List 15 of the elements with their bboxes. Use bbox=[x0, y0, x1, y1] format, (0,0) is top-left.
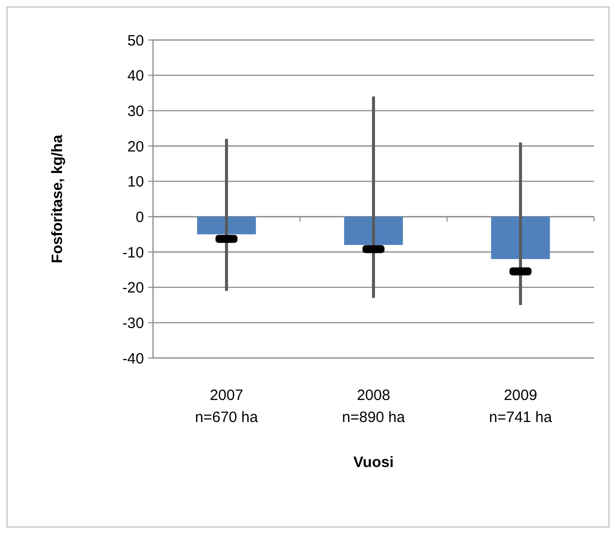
y-tick-label: -30 bbox=[122, 314, 144, 332]
x-tick-label: 2009 n=741 ha bbox=[489, 387, 553, 426]
y-tick-label: 10 bbox=[127, 174, 144, 191]
y-tick-label: -40 bbox=[122, 350, 144, 368]
y-tick-label: -20 bbox=[122, 280, 144, 297]
x-tick-label: 2008 n=890 ha bbox=[342, 387, 406, 426]
x-tick-label: 2007 n=670 ha bbox=[195, 387, 259, 426]
y-tick-label: 50 bbox=[127, 32, 144, 50]
y-tick-label: 30 bbox=[127, 102, 144, 120]
y-axis-title: Fosforitase, kg/ha bbox=[49, 134, 66, 264]
y-tick-label: -10 bbox=[122, 244, 144, 262]
y-tick-label: 40 bbox=[127, 68, 144, 85]
x-axis-title: Vuosi bbox=[353, 454, 394, 471]
y-tick-label: 0 bbox=[136, 208, 144, 226]
y-tick-label: 20 bbox=[127, 138, 144, 156]
